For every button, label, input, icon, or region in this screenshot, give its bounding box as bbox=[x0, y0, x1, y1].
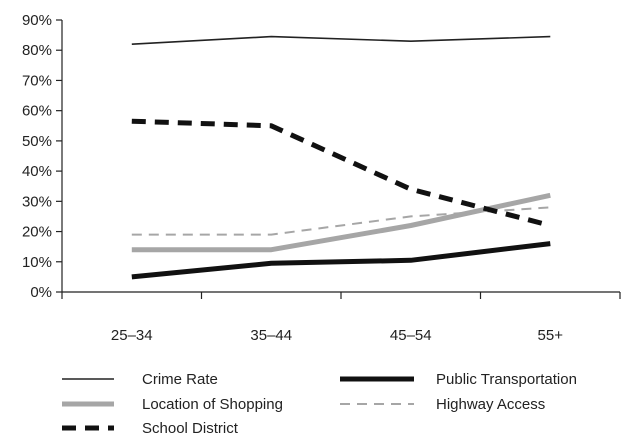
legend-label: Public Transportation bbox=[436, 371, 577, 388]
x-tick-label: 35–44 bbox=[250, 327, 292, 344]
series-line-school-district bbox=[131, 118, 551, 228]
legend-label: Location of Shopping bbox=[142, 396, 283, 413]
legend-label: School District bbox=[142, 420, 239, 435]
y-tick-label: 0% bbox=[30, 284, 52, 301]
y-tick-label: 60% bbox=[22, 103, 52, 120]
y-tick-label: 50% bbox=[22, 133, 52, 150]
chart-series bbox=[131, 35, 551, 280]
series-line-public-transportation bbox=[131, 241, 551, 280]
legend-label: Crime Rate bbox=[142, 371, 218, 388]
chart-legend: Crime Rate Public Transportation Location … bbox=[62, 371, 577, 435]
chart-axes: 0% 10% 20% 30% 40% 50% 60% 70% 80% 90% 25–34 35–44 4… bbox=[22, 12, 621, 344]
x-tick-label: 45–54 bbox=[390, 327, 432, 344]
series-line-crime-rate bbox=[131, 35, 551, 45]
x-tick-label: 25–34 bbox=[111, 327, 153, 344]
y-tick-label: 90% bbox=[22, 12, 52, 29]
y-tick-label: 30% bbox=[22, 193, 52, 210]
series-line-highway-access bbox=[131, 206, 551, 236]
series-line-location-of-shopping bbox=[131, 192, 551, 253]
x-tick-label: 55+ bbox=[538, 327, 564, 344]
y-tick-label: 40% bbox=[22, 163, 52, 180]
y-tick-label: 20% bbox=[22, 224, 52, 241]
legend-label: Highway Access bbox=[436, 396, 545, 413]
y-tick-label: 10% bbox=[22, 254, 52, 271]
y-tick-label: 70% bbox=[22, 72, 52, 89]
y-tick-label: 80% bbox=[22, 42, 52, 59]
